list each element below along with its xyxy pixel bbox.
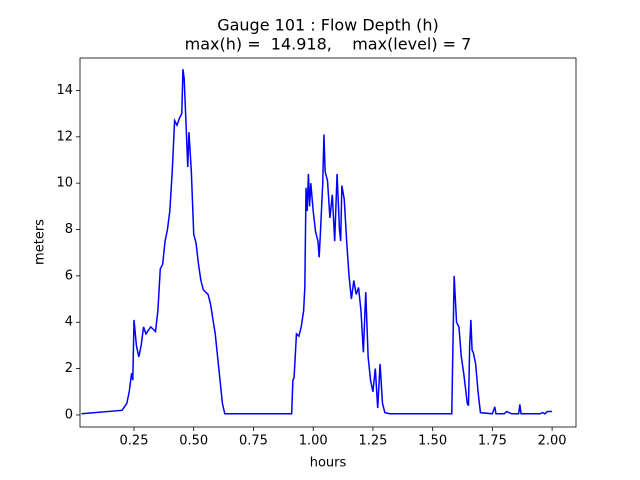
x-tick-label: 1.75	[478, 434, 507, 449]
y-tick-label: 4	[65, 315, 73, 330]
y-tick-label: 10	[56, 176, 73, 191]
x-tick-label: 0.25	[120, 434, 149, 449]
plot-frame	[79, 57, 577, 428]
data-line	[81, 69, 553, 415]
y-tick-label: 0	[65, 407, 73, 422]
y-tick-label: 6	[65, 268, 73, 283]
y-tick-label: 12	[56, 129, 73, 144]
y-tick-label: 2	[65, 361, 73, 376]
x-tick-label: 0.75	[239, 434, 268, 449]
x-tick-label: 2.00	[538, 434, 567, 449]
chart-subtitle: max(h) = 14.918, max(level) = 7	[185, 35, 472, 54]
y-tick-label: 8	[65, 222, 73, 237]
x-tick-label: 1.00	[299, 434, 328, 449]
y-tick-label: 14	[56, 83, 73, 98]
chart-title: Gauge 101 : Flow Depth (h)	[217, 16, 439, 35]
x-tick-label: 1.50	[418, 434, 447, 449]
x-tick-label: 1.25	[358, 434, 387, 449]
y-axis-label: meters	[33, 219, 48, 265]
x-tick-label: 0.50	[179, 434, 208, 449]
x-axis-label: hours	[310, 456, 347, 471]
